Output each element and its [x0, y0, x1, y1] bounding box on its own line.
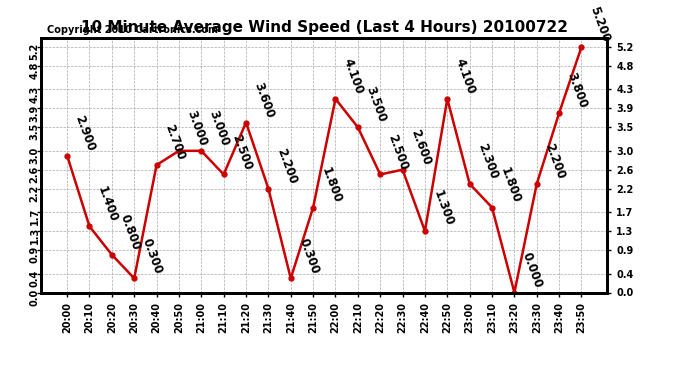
- Text: 3.800: 3.800: [564, 71, 590, 110]
- Text: 2.300: 2.300: [475, 142, 500, 181]
- Text: 0.300: 0.300: [296, 236, 322, 276]
- Text: 3.600: 3.600: [252, 80, 277, 120]
- Text: 0.300: 0.300: [140, 236, 165, 276]
- Text: 0.800: 0.800: [117, 213, 142, 252]
- Text: 4.100: 4.100: [341, 57, 366, 96]
- Text: 2.700: 2.700: [162, 123, 187, 162]
- Text: 5.200: 5.200: [587, 5, 612, 44]
- Text: 2.200: 2.200: [542, 142, 567, 181]
- Text: 1.800: 1.800: [497, 165, 522, 205]
- Text: 0.000: 0.000: [520, 251, 545, 290]
- Text: 1.800: 1.800: [319, 165, 344, 205]
- Text: 2.600: 2.600: [408, 128, 433, 167]
- Title: 10 Minute Average Wind Speed (Last 4 Hours) 20100722: 10 Minute Average Wind Speed (Last 4 Hou…: [81, 20, 568, 35]
- Text: 2.500: 2.500: [386, 132, 411, 172]
- Text: Copyright 2010 Cartronics.com: Copyright 2010 Cartronics.com: [47, 25, 218, 35]
- Text: 3.500: 3.500: [364, 85, 388, 124]
- Text: 2.900: 2.900: [72, 113, 97, 153]
- Text: 4.100: 4.100: [453, 57, 477, 96]
- Text: 2.200: 2.200: [274, 147, 299, 186]
- Text: 2.500: 2.500: [229, 132, 254, 172]
- Text: 1.400: 1.400: [95, 184, 120, 224]
- Text: 3.000: 3.000: [207, 109, 232, 148]
- Text: 3.000: 3.000: [184, 109, 209, 148]
- Text: 1.300: 1.300: [431, 189, 455, 228]
